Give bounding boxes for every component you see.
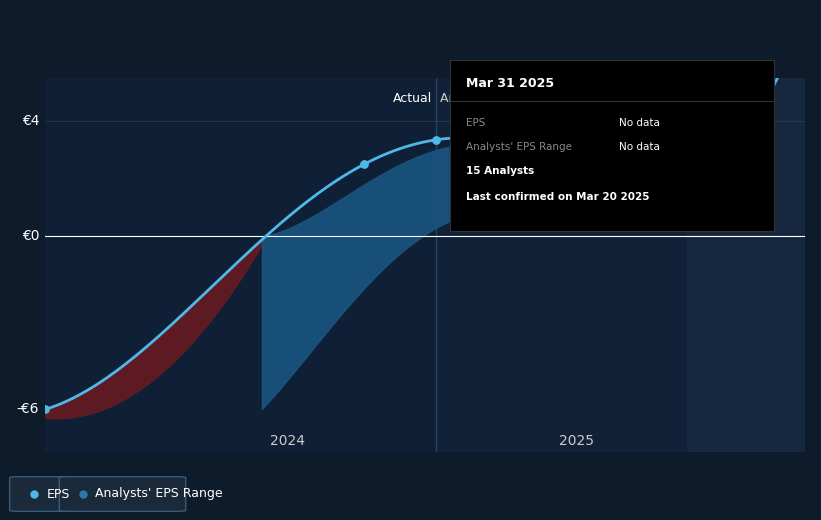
- FancyBboxPatch shape: [10, 477, 71, 511]
- Point: [562, 153, 576, 162]
- FancyBboxPatch shape: [59, 477, 186, 511]
- Text: Actual: Actual: [393, 93, 433, 106]
- Text: Analysts' EPS Range: Analysts' EPS Range: [95, 488, 223, 500]
- Text: Analysts' EPS Range: Analysts' EPS Range: [466, 142, 572, 152]
- Point: [429, 136, 443, 144]
- Bar: [45, 78, 436, 452]
- Text: Last confirmed on Mar 20 2025: Last confirmed on Mar 20 2025: [466, 192, 649, 202]
- Text: €4: €4: [21, 114, 39, 128]
- Bar: [436, 78, 687, 452]
- Text: 2025: 2025: [559, 434, 594, 448]
- Text: EPS: EPS: [466, 118, 485, 128]
- Text: EPS: EPS: [47, 488, 71, 500]
- Text: Mar 31 2025: Mar 31 2025: [466, 77, 554, 90]
- Bar: [687, 78, 805, 452]
- Text: 2024: 2024: [270, 434, 305, 448]
- Text: Analysts Forecas: Analysts Forecas: [440, 93, 545, 106]
- Text: No data: No data: [618, 118, 659, 128]
- Text: -€6: -€6: [16, 402, 39, 416]
- Point: [358, 160, 371, 168]
- Text: No data: No data: [618, 142, 659, 152]
- Point: [39, 405, 52, 413]
- Text: €0: €0: [21, 229, 39, 243]
- Text: 15 Analysts: 15 Analysts: [466, 166, 534, 176]
